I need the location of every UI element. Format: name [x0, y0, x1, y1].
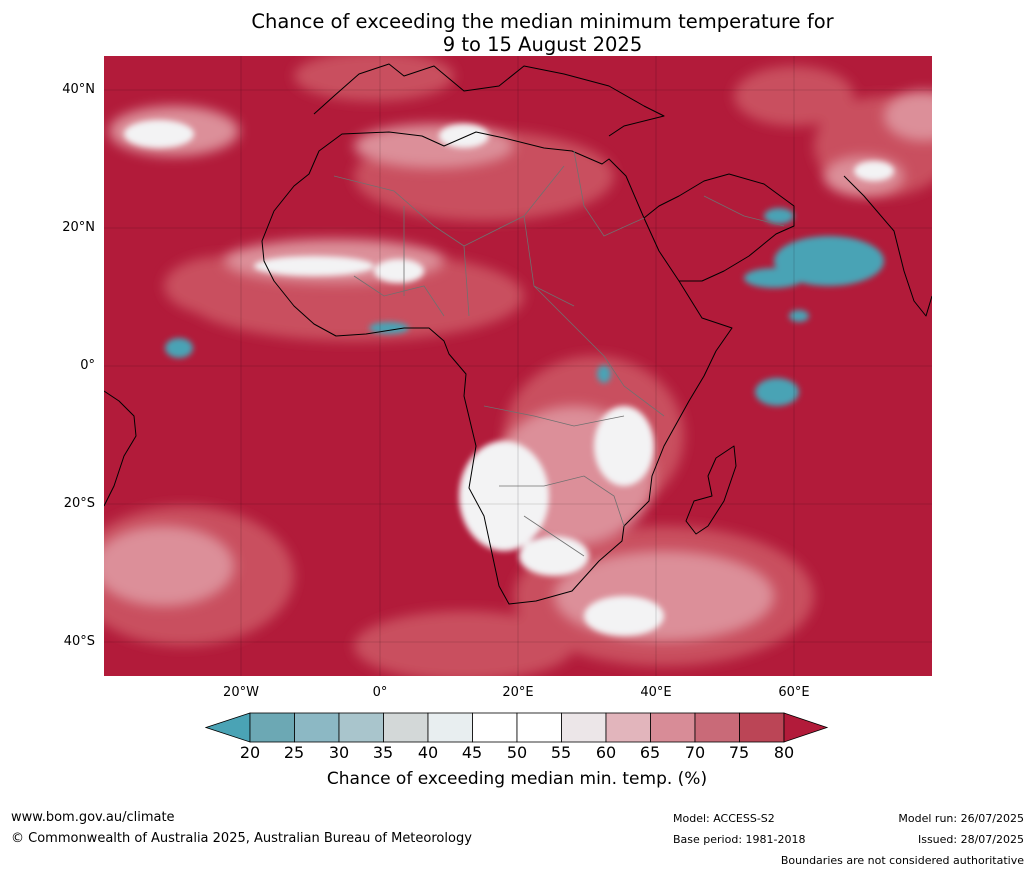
- madagascar-coastline: [685, 445, 737, 535]
- lat-label-0: 0°: [80, 358, 95, 373]
- colorbar-segment-60: [605, 712, 651, 743]
- colorbar-segment-45: [472, 712, 518, 743]
- footer-model: Model: ACCESS-S2: [673, 812, 775, 825]
- footer-website: www.bom.gov.au/climate: [11, 810, 175, 825]
- coastlines: [104, 63, 932, 605]
- africa-coastline: [261, 131, 733, 605]
- colorbar-segment-75: [739, 712, 785, 743]
- colorbar-segment-25: [294, 712, 340, 743]
- colorbar-tick-30: 30: [328, 743, 350, 762]
- colorbar-segment-55: [561, 712, 607, 743]
- map-title: Chance of exceeding the median minimum t…: [0, 10, 1035, 56]
- title-line-2: 9 to 15 August 2025: [442, 33, 643, 56]
- colorbar-tick-60: 60: [595, 743, 617, 762]
- colorbar-tick-35: 35: [372, 743, 394, 762]
- footer-copyright: © Commonwealth of Australia 2025, Austra…: [11, 831, 472, 846]
- colorbar-tick-50: 50: [506, 743, 528, 762]
- colorbar-segment-30: [338, 712, 384, 743]
- lat-label-40s: 40°S: [63, 634, 95, 649]
- footer-issued: Issued: 28/07/2025: [917, 833, 1024, 846]
- india-coastline: [843, 175, 932, 317]
- colorbar-tick-40: 40: [417, 743, 439, 762]
- south-america-coastline: [104, 390, 137, 507]
- colorbar-tick-75: 75: [728, 743, 750, 762]
- colorbar-segment-20: [249, 712, 295, 743]
- lon-label-20w: 20°W: [223, 685, 259, 700]
- arabia-coastline: [643, 173, 795, 282]
- lon-label-40e: 40°E: [640, 685, 672, 700]
- near-median-regions: [124, 120, 894, 636]
- lat-label-20n: 20°N: [62, 220, 95, 235]
- colorbar-tick-55: 55: [550, 743, 572, 762]
- graticule: [104, 56, 932, 676]
- footer-model-run: Model run: 26/07/2025: [898, 812, 1024, 825]
- colorbar: [205, 712, 829, 743]
- lat-label-20s: 20°S: [63, 496, 95, 511]
- colorbar-title: Chance of exceeding median min. temp. (%…: [326, 769, 708, 789]
- colorbar-under-arrow: [205, 712, 251, 743]
- footer-base-period: Base period: 1981-2018: [673, 833, 806, 846]
- footer-disclaimer: Boundaries are not considered authoritat…: [780, 854, 1024, 867]
- colorbar-segment-40: [427, 712, 473, 743]
- colorbar-tick-25: 25: [283, 743, 305, 762]
- cool-regions: [165, 208, 884, 406]
- colorbar-over-arrow: [783, 712, 829, 743]
- colorbar-tick-20: 20: [239, 743, 261, 762]
- map-panel: [104, 56, 932, 676]
- colorbar-segment-50: [516, 712, 562, 743]
- colorbar-tick-45: 45: [461, 743, 483, 762]
- lat-label-40n: 40°N: [62, 82, 95, 97]
- country-borders: [333, 150, 785, 557]
- map-canvas: [104, 56, 932, 676]
- colorbar-segment-35: [383, 712, 429, 743]
- europe-coastline: [313, 63, 665, 137]
- lon-label-20e: 20°E: [502, 685, 534, 700]
- colorbar-tick-70: 70: [684, 743, 706, 762]
- colorbar-tick-65: 65: [639, 743, 661, 762]
- title-line-1: Chance of exceeding the median minimum t…: [251, 10, 834, 33]
- lon-label-60e: 60°E: [778, 685, 810, 700]
- colorbar-segment-65: [650, 712, 696, 743]
- lon-label-0: 0°: [372, 685, 388, 700]
- colorbar-segment-70: [694, 712, 740, 743]
- colorbar-tick-80: 80: [773, 743, 795, 762]
